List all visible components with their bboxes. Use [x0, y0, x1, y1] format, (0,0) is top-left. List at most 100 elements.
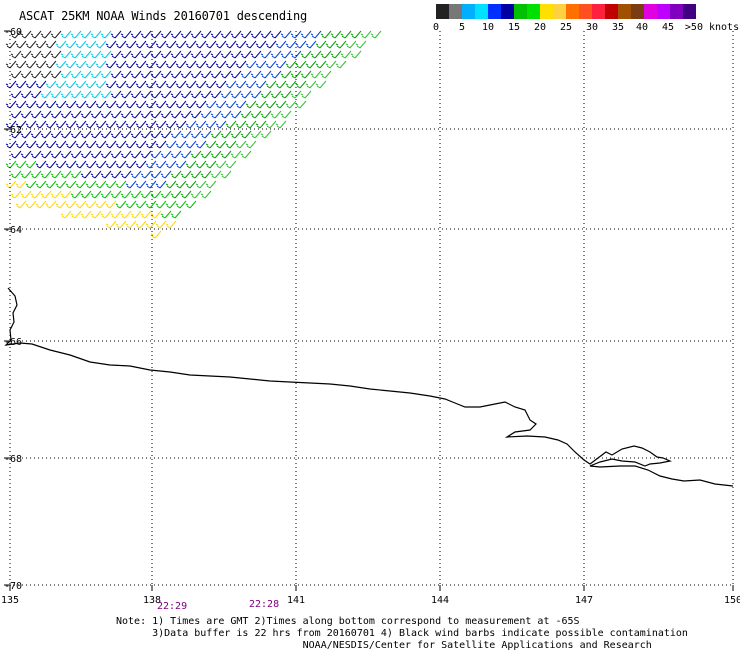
- wind-barb: [30, 90, 42, 99]
- wind-barb: [215, 40, 227, 49]
- wind-barb: [315, 60, 327, 69]
- wind-barb: [145, 40, 157, 49]
- wind-barb: [125, 140, 137, 149]
- wind-barb: [125, 120, 137, 129]
- wind-barb: [120, 110, 132, 119]
- wind-barb: [30, 130, 42, 139]
- wind-barb: [175, 120, 187, 129]
- wind-barb: [35, 80, 47, 89]
- wind-barb: [195, 140, 207, 149]
- wind-barb: [25, 40, 37, 49]
- wind-barb: [240, 150, 252, 159]
- wind-barb: [150, 150, 162, 159]
- wind-barb: [45, 200, 57, 209]
- wind-barb: [165, 200, 177, 209]
- legend-label: 30: [585, 22, 599, 33]
- wind-barb: [85, 200, 97, 209]
- wind-barb: [345, 40, 357, 49]
- wind-barb: [155, 80, 167, 89]
- wind-barb: [245, 40, 257, 49]
- wind-barb: [140, 90, 152, 99]
- wind-barb: [5, 100, 17, 109]
- wind-barb: [280, 30, 292, 39]
- wind-barb: [175, 160, 187, 169]
- wind-barb: [330, 50, 342, 59]
- wind-barb: [165, 100, 177, 109]
- wind-barb: [295, 60, 307, 69]
- wind-barb: [115, 80, 127, 89]
- wind-barb: [140, 150, 152, 159]
- wind-barb: [40, 110, 52, 119]
- wind-barb: [305, 40, 317, 49]
- wind-barb: [200, 130, 212, 139]
- wind-barb: [140, 50, 152, 59]
- wind-barb: [50, 130, 62, 139]
- wind-barb: [265, 40, 277, 49]
- wind-barb: [265, 80, 277, 89]
- wind-barb: [350, 50, 362, 59]
- wind-barb: [100, 170, 112, 179]
- wind-barb: [115, 180, 127, 189]
- wind-barb: [320, 70, 332, 79]
- wind-barb: [140, 70, 152, 79]
- wind-barb: [325, 60, 337, 69]
- wind-barb: [95, 160, 107, 169]
- wind-barb: [195, 100, 207, 109]
- wind-barb: [100, 30, 112, 39]
- wind-barb: [295, 80, 307, 89]
- wind-barb: [15, 60, 27, 69]
- wind-barb: [160, 70, 172, 79]
- wind-barb: [185, 120, 197, 129]
- wind-barb: [150, 50, 162, 59]
- wind-barb: [45, 100, 57, 109]
- lat-label: -66: [4, 337, 22, 348]
- wind-barb: [25, 100, 37, 109]
- wind-barb: [260, 110, 272, 119]
- wind-barb: [150, 70, 162, 79]
- wind-barb: [35, 100, 47, 109]
- wind-barb: [225, 40, 237, 49]
- wind-barb: [95, 40, 107, 49]
- wind-barb: [125, 220, 137, 229]
- wind-barb: [145, 180, 157, 189]
- wind-barb: [170, 70, 182, 79]
- wind-barb: [135, 120, 147, 129]
- wind-barb: [15, 40, 27, 49]
- wind-barb: [30, 50, 42, 59]
- wind-barb: [45, 180, 57, 189]
- wind-barb: [140, 130, 152, 139]
- wind-barb: [150, 90, 162, 99]
- wind-barb: [340, 30, 352, 39]
- wind-barb: [180, 90, 192, 99]
- wind-barb: [95, 100, 107, 109]
- wind-barb: [175, 180, 187, 189]
- wind-barb: [55, 60, 67, 69]
- wind-barb: [145, 200, 157, 209]
- wind-barb: [30, 30, 42, 39]
- wind-barb: [5, 160, 17, 169]
- wind-barb: [120, 30, 132, 39]
- wind-barb: [115, 60, 127, 69]
- wind-barb: [110, 90, 122, 99]
- wind-barb: [240, 110, 252, 119]
- wind-barb: [155, 100, 167, 109]
- wind-barb: [65, 140, 77, 149]
- wind-barb: [240, 90, 252, 99]
- wind-barb: [275, 40, 287, 49]
- wind-barb: [60, 190, 72, 199]
- wind-barb: [35, 180, 47, 189]
- wind-barb: [270, 50, 282, 59]
- wind-barb: [65, 160, 77, 169]
- wind-barb: [20, 170, 32, 179]
- wind-barb: [110, 210, 122, 219]
- wind-barb: [145, 100, 157, 109]
- wind-barb: [170, 210, 182, 219]
- wind-barb: [25, 140, 37, 149]
- wind-barb: [165, 40, 177, 49]
- wind-barb: [190, 110, 202, 119]
- wind-barb: [150, 170, 162, 179]
- wind-barb: [105, 200, 117, 209]
- wind-barb: [125, 80, 137, 89]
- wind-barb: [25, 200, 37, 209]
- wind-barb: [145, 160, 157, 169]
